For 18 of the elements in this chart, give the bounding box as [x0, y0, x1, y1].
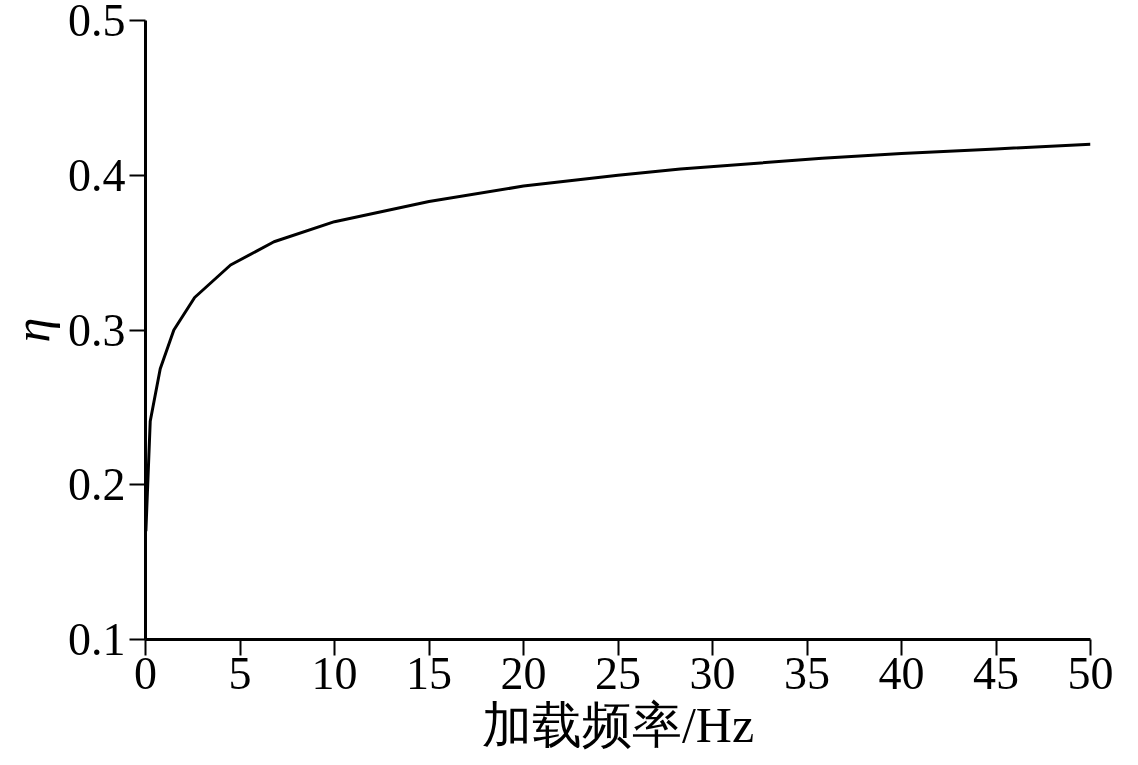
y-tick-label: 0.3 — [68, 304, 126, 356]
y-axis-title: η — [4, 317, 60, 343]
x-tick-label: 10 — [311, 647, 358, 699]
x-tick-label: 25 — [595, 647, 641, 699]
x-tick-label: 20 — [500, 647, 547, 699]
x-tick-label: 40 — [878, 647, 925, 699]
y-tick-label: 0.4 — [68, 149, 126, 201]
x-tick-label: 0 — [134, 647, 157, 699]
x-tick-label: 45 — [973, 647, 1019, 699]
y-tick-label: 0.2 — [68, 459, 126, 511]
x-tick-label: 35 — [784, 647, 830, 699]
x-axis-title: 加载频率/Hz — [481, 696, 755, 753]
y-tick-label: 0.1 — [68, 614, 126, 665]
y-tick-label: 0.5 — [68, 0, 126, 46]
x-tick-label: 30 — [689, 647, 736, 699]
x-tick-label: 5 — [228, 647, 252, 699]
x-tick-label: 50 — [1067, 647, 1114, 699]
x-tick-label: 15 — [406, 647, 452, 699]
